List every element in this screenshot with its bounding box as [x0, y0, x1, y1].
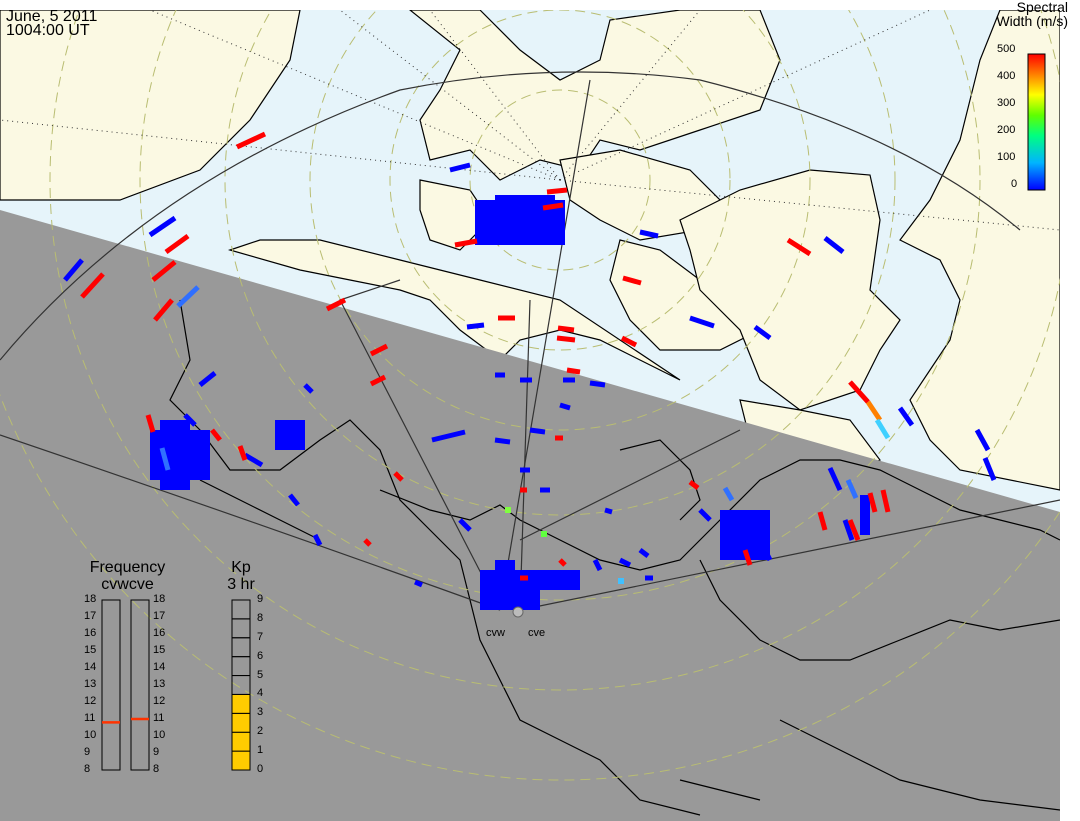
kp-tick: 3 [257, 706, 264, 719]
frequency-tick-left: 17 [84, 610, 97, 622]
latitude-circles [0, 10, 1060, 781]
kp-cell [231, 750, 251, 771]
kp-tick: 1 [257, 744, 264, 757]
kp-tick: 5 [257, 668, 264, 681]
date-label: June, 5 2011 [6, 8, 98, 25]
frequency-tick-right: 12 [153, 695, 166, 707]
kp-cell [231, 599, 251, 620]
radar-label-east: cve [528, 627, 546, 639]
frequency-tick-left: 11 [84, 712, 96, 724]
colorbar-tick: 400 [997, 70, 1016, 82]
frequency-tick-left: 14 [84, 661, 97, 673]
kp-tick: 2 [257, 725, 264, 738]
kp-subtitle: 3 hr [227, 576, 255, 593]
radar-label-west: cvw [486, 627, 505, 639]
frequency-title: Frequency [89, 559, 166, 576]
frequency-tick-left: 16 [84, 627, 97, 639]
frequency-boxes [101, 599, 150, 771]
colorbar-tick: 0 [1011, 178, 1018, 190]
frequency-tick-right: 11 [153, 712, 165, 724]
kp-tick: 4 [257, 687, 264, 700]
frequency-tick-right: 8 [153, 763, 160, 775]
colorbar-title-line2: Width (m/s) [996, 13, 1068, 29]
frequency-tick-right: 14 [153, 661, 166, 673]
frequency-tick-right: 9 [153, 746, 160, 758]
frequency-tick-left: 10 [84, 729, 97, 741]
scatter-high-width [80, 131, 891, 581]
frequency-tick-right: 15 [153, 644, 166, 656]
frequency-tick-left: 9 [84, 746, 91, 758]
kp-cell [231, 731, 251, 752]
kp-tick: 8 [257, 611, 264, 624]
night-region [0, 210, 1060, 821]
fov-outline [0, 71, 1060, 611]
colorbar-title-line1: Spectral [1016, 0, 1068, 15]
frequency-tick-left: 18 [84, 593, 97, 605]
frequency-subtitle: cvwcve [101, 576, 154, 593]
day-land [0, 10, 1060, 491]
colorbar-tick: 200 [997, 124, 1016, 136]
frequency-tick-right: 10 [153, 729, 166, 741]
frequency-tick-right: 18 [153, 593, 166, 605]
longitude-lines [0, 10, 1060, 231]
colorbar-tick: 300 [997, 97, 1016, 109]
colorbar-tick: 100 [997, 151, 1016, 163]
frequency-tick-left: 15 [84, 644, 97, 656]
frequency-tick-left: 12 [84, 695, 97, 707]
frequency-tick-left: 8 [84, 763, 91, 775]
frequency-tick-right: 17 [153, 610, 166, 622]
kp-bar [231, 599, 251, 771]
time-label: 1004:00 UT [6, 22, 90, 39]
kp-tick: 9 [257, 593, 264, 605]
kp-tick: 7 [257, 630, 264, 643]
kp-tick: 6 [257, 649, 264, 662]
colorbar-tick: 500 [997, 43, 1016, 55]
frequency-tick-right: 16 [153, 627, 166, 639]
kp-cell [231, 693, 251, 714]
frequency-tick-left: 13 [84, 678, 97, 690]
frequency-tick-right: 13 [153, 678, 166, 690]
scatter-intermediate [159, 285, 891, 584]
colorbar [1027, 53, 1046, 191]
kp-title: Kp [231, 559, 251, 576]
radar-site-marker [512, 606, 524, 618]
scatter-low-width [63, 162, 997, 610]
kp-cell [231, 712, 251, 733]
kp-tick: 0 [257, 763, 264, 775]
